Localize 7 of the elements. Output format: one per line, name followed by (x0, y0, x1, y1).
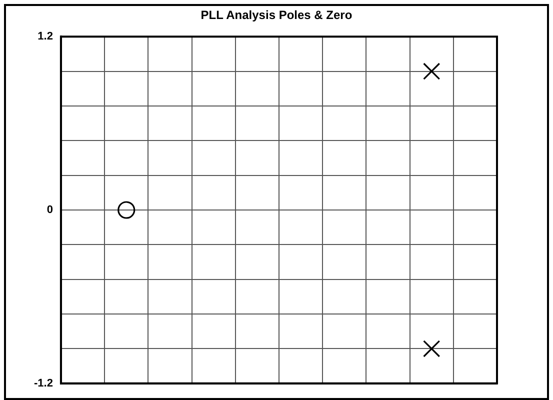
y-tick-label: 1.2 (38, 30, 53, 43)
chart-title: PLL Analysis Poles & Zero (200, 8, 354, 22)
point (423, 340, 440, 358)
point (118, 201, 136, 219)
y-tick-label: 0 (46, 204, 53, 216)
point (423, 62, 440, 80)
y-tick-label: -1.2 (34, 377, 53, 390)
